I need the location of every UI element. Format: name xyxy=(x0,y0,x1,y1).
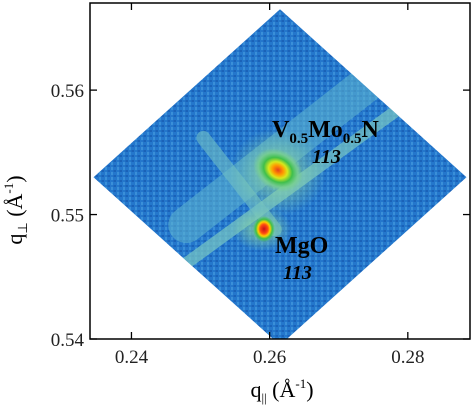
x-axis-label: q|| (Å-1) xyxy=(250,376,313,405)
film-peak-label: V0.5Mo0.5N xyxy=(272,117,380,147)
diffraction-heatmap xyxy=(93,9,467,339)
x-tick-label: 0.24 xyxy=(115,347,149,368)
peak-substrate xyxy=(253,216,275,242)
x-tick-label: 0.26 xyxy=(253,347,286,368)
substrate-peak-label: MgO xyxy=(275,233,328,259)
x-tick-label: 0.28 xyxy=(391,347,424,368)
y-tick-label: 0.54 xyxy=(51,330,85,351)
film-peak-index: 113 xyxy=(312,146,341,168)
y-tick-label: 0.55 xyxy=(51,206,84,227)
peak-film xyxy=(253,148,303,192)
y-axis-ticks: 0.54 0.55 0.56 xyxy=(51,81,470,351)
y-tick-label: 0.56 xyxy=(51,81,84,102)
plot-frame xyxy=(89,2,471,340)
y-axis-label: q⊥ (Å-1) xyxy=(1,175,30,244)
substrate-peak-index: 113 xyxy=(283,262,312,284)
x-axis-ticks: 0.24 0.26 0.28 xyxy=(115,3,424,368)
